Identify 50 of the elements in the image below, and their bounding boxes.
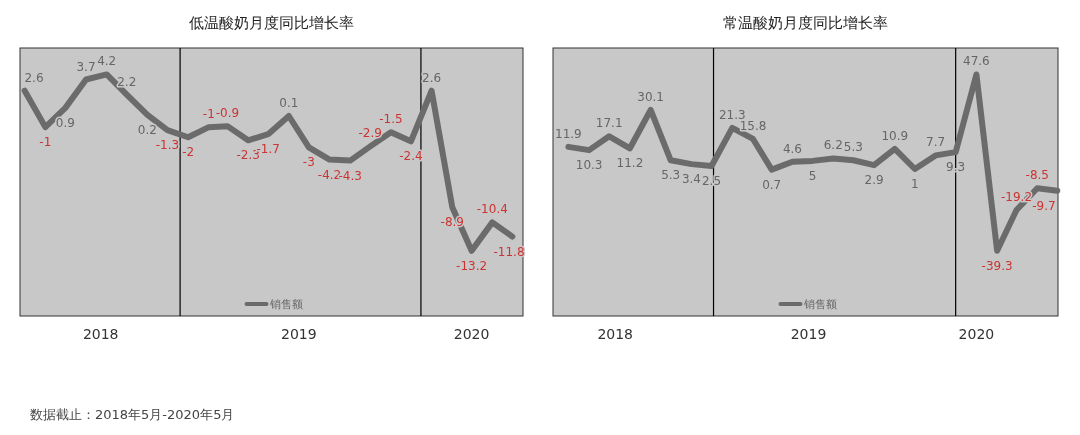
data-label: -1.3 [155,138,180,153]
chart-title: 常温酸奶月度同比增长率 [723,14,888,32]
data-label: -1 [202,107,215,122]
data-label: 2.9 [864,173,884,188]
data-label: -10.4 [476,202,508,217]
data-label: 6.2 [823,138,843,153]
data-label: -9.7 [1032,198,1056,213]
data-label: -11.8 [493,244,525,259]
x-tick-label: 2019 [790,326,827,342]
x-tick-label: 2020 [958,326,995,342]
data-label: -3 [302,155,315,170]
x-tick-label: 2019 [281,326,317,342]
text: 数据截止：2018年5月-2020年5月 [30,407,235,422]
x-tick-label: 2020 [453,326,490,342]
legend-label: 销售额 [268,298,303,311]
data-label: -4.3 [338,168,362,183]
data-label: 47.6 [963,54,990,69]
data-label: 7.7 [926,135,946,150]
data-label: 17.1 [595,116,623,131]
data-label: 30.1 [637,89,665,104]
data-label: 3.7 [76,59,96,74]
data-label: -8.5 [1025,168,1049,183]
data-label: 4.6 [782,141,802,156]
data-label: 2.6 [24,70,44,85]
x-tick-label: 2018 [597,326,634,342]
data-label: -1.5 [379,112,403,127]
x-tick-label: 2018 [82,326,119,342]
data-label: 5 [808,168,817,183]
data-label: -13.2 [456,258,488,273]
data-label: -39.3 [981,258,1013,273]
data-label: 2.6 [422,70,442,85]
data-label: 10.3 [575,158,603,173]
chart-title: 低温酸奶月度同比增长率 [189,14,354,32]
data-label: 11.9 [555,126,582,141]
data-label: -0.9 [215,106,240,121]
data-label: -2 [182,145,195,160]
data-label: 11.2 [616,156,644,171]
data-label: -1 [39,135,52,150]
data-label: 3.4 [681,172,701,187]
data-label: -2.9 [358,126,382,141]
data-label: 5.3 [661,168,681,183]
data-label: 0.7 [762,177,782,192]
data-label: 1 [911,177,919,191]
legend-label: 销售额 [802,298,837,311]
data-label: 0.2 [137,122,157,137]
data-label: 5.3 [843,140,863,155]
data-label: 0.1 [279,95,299,110]
data-label: 4.2 [97,54,117,69]
data-label: 10.9 [881,128,909,143]
data-label: 0.9 [55,115,75,130]
